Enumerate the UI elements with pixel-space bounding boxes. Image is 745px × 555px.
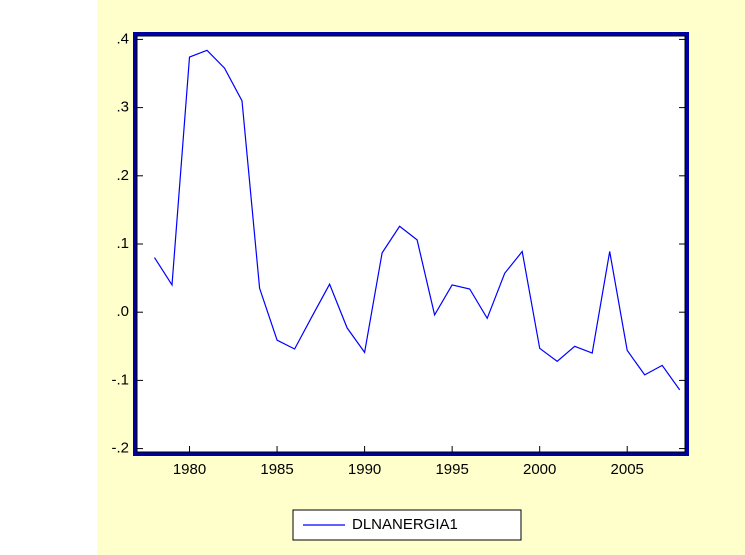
y-tick-label: -.2 (111, 440, 129, 457)
y-tick-label: .0 (116, 303, 129, 320)
x-tick-label: 1980 (173, 461, 206, 478)
plot-area (136, 35, 686, 453)
line-series (153, 49, 681, 391)
x-tick-label: 1990 (348, 461, 381, 478)
x-tick-label: 1995 (435, 461, 468, 478)
x-tick-label: 2005 (611, 461, 644, 478)
y-tick-label: .4 (116, 30, 129, 47)
legend-label: DLNANERGIA1 (352, 516, 458, 533)
x-tick-label: 1985 (260, 461, 293, 478)
y-tick-label: -.1 (111, 371, 129, 388)
y-tick-label: .1 (116, 235, 129, 252)
x-tick-label: 2000 (523, 461, 556, 478)
y-tick-label: .3 (116, 99, 129, 116)
y-tick-label: .2 (116, 167, 129, 184)
